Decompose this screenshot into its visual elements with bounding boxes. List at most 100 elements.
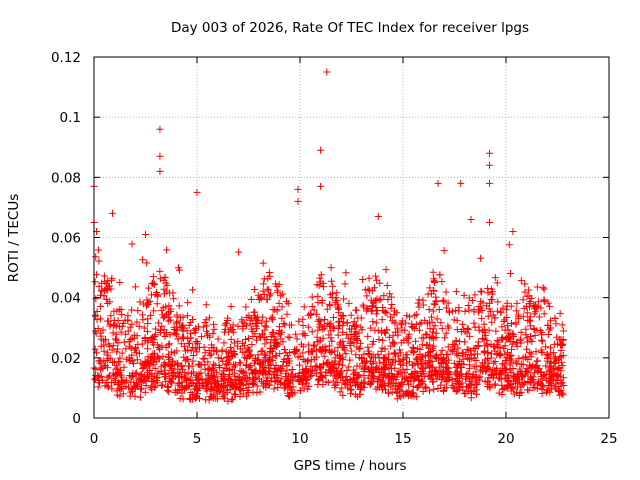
data-point (491, 381, 499, 389)
data-point (138, 311, 146, 319)
data-point (150, 307, 158, 315)
data-point (193, 379, 201, 387)
data-point (100, 272, 108, 280)
data-point (116, 323, 124, 331)
data-point (133, 382, 141, 390)
data-point (404, 339, 412, 347)
data-point (397, 321, 405, 329)
data-point (396, 346, 404, 354)
data-point (388, 317, 396, 325)
data-point (525, 300, 533, 308)
data-point (403, 335, 411, 343)
data-point (379, 336, 387, 344)
data-point (511, 374, 519, 382)
data-point (345, 363, 353, 371)
data-point (167, 305, 175, 313)
data-point (329, 324, 337, 332)
data-point (92, 253, 100, 261)
data-point (265, 269, 273, 277)
data-point (227, 303, 235, 311)
data-point (287, 389, 295, 397)
data-point (460, 291, 468, 299)
data-point (441, 334, 449, 342)
data-point (158, 306, 166, 314)
data-point (343, 319, 351, 327)
data-point (426, 318, 434, 326)
data-point (375, 354, 383, 362)
data-point (545, 378, 553, 386)
data-point (391, 328, 399, 336)
data-point (523, 292, 531, 300)
data-point (161, 369, 169, 377)
data-point (325, 321, 333, 329)
data-point (274, 287, 282, 295)
data-point (277, 378, 285, 386)
y-tick-label: 0.12 (51, 50, 81, 66)
data-point (227, 335, 235, 343)
data-point (408, 371, 416, 379)
data-point (486, 179, 494, 187)
data-point (108, 276, 116, 284)
data-point (469, 296, 477, 304)
data-point (147, 335, 155, 343)
data-point (414, 359, 422, 367)
data-point (175, 266, 183, 274)
data-point (380, 358, 388, 366)
data-point (496, 343, 504, 351)
data-point (426, 371, 434, 379)
data-point (491, 347, 499, 355)
data-point (184, 299, 192, 307)
data-point (246, 346, 254, 354)
data-point (240, 342, 248, 350)
data-point (414, 299, 422, 307)
data-point (245, 363, 253, 371)
data-point (328, 364, 336, 372)
data-point (318, 296, 326, 304)
data-point (429, 268, 437, 276)
data-point (514, 373, 522, 381)
data-point (459, 352, 467, 360)
data-point (464, 325, 472, 333)
data-point (310, 342, 318, 350)
data-point (513, 299, 521, 307)
data-point (334, 378, 342, 386)
data-point (283, 310, 291, 318)
data-point (477, 287, 485, 295)
data-point (407, 372, 415, 380)
data-point (313, 310, 321, 318)
data-point (508, 330, 516, 338)
data-point (436, 271, 444, 279)
data-point (114, 380, 122, 388)
data-point (555, 335, 563, 343)
axis-ticks: 0 5 10 15 20 25 0 0.02 0.04 0.06 0.08 0.1 0.12 (51, 50, 618, 447)
data-point (251, 286, 259, 294)
data-point (456, 380, 464, 388)
data-point (259, 259, 267, 267)
data-point (335, 361, 343, 369)
data-point (128, 373, 136, 381)
data-point (372, 310, 380, 318)
data-point (137, 371, 145, 379)
data-point (470, 306, 478, 314)
data-point (253, 382, 261, 390)
data-point (516, 367, 524, 375)
data-point (418, 353, 426, 361)
data-point (99, 364, 107, 372)
data-point (151, 332, 159, 340)
data-point (402, 388, 410, 396)
data-point (154, 292, 162, 300)
data-point (354, 314, 362, 322)
data-point (151, 364, 159, 372)
data-point (427, 375, 435, 383)
data-point (165, 341, 173, 349)
data-point (184, 340, 192, 348)
data-point (377, 368, 385, 376)
data-point (434, 371, 442, 379)
data-point (444, 299, 452, 307)
data-point (308, 293, 316, 301)
data-point (178, 385, 186, 393)
data-point (314, 292, 322, 300)
data-point (335, 371, 343, 379)
data-point (551, 315, 559, 323)
data-point (385, 333, 393, 341)
